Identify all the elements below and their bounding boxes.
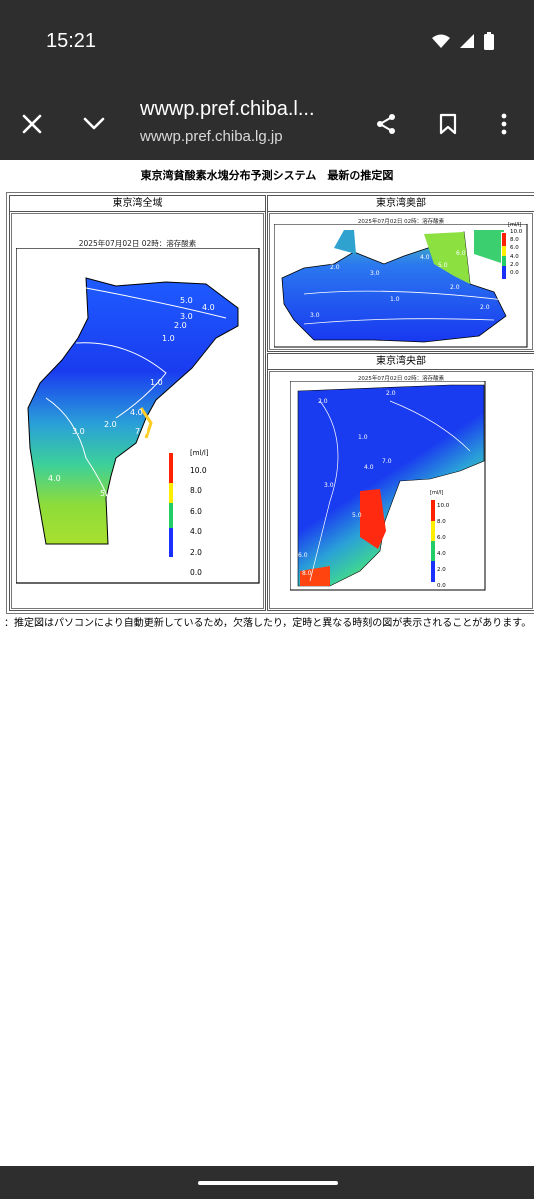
inner-bay-map: 2025年07月02日 02時：溶存酸素 (269, 213, 533, 350)
central-bay-legend-tick: 10.0 (437, 503, 450, 509)
more-vert-icon (501, 113, 507, 135)
browser-toolbar: wwwp.pref.chiba.l... wwwp.pref.chiba.lg.… (0, 88, 534, 160)
contour-label: 4.0 (202, 303, 215, 312)
contour-label: 1.0 (390, 296, 400, 303)
more-options-button[interactable] (486, 106, 522, 142)
contour-label: 2.0 (386, 390, 396, 397)
inner-bay-heading: 東京湾奥部 (268, 196, 534, 212)
contour-label: 1.0 (358, 434, 368, 441)
contour-label: 6.0 (110, 499, 123, 508)
contour-label: 1.0 (162, 334, 175, 343)
whole-bay-panel: 東京湾全域 2025年07月02日 02時：溶存酸素 (9, 195, 266, 611)
bookmark-icon (439, 113, 457, 135)
contour-label: 5.0 (352, 512, 362, 519)
status-time: 15:21 (46, 30, 97, 52)
central-bay-legend: 10.0 8.0 6.0 4.0 2.0 0.0 (437, 498, 449, 594)
contour-label: 4.0 (130, 408, 143, 417)
close-tab-button[interactable] (14, 106, 50, 142)
cell-signal-icon (460, 34, 474, 48)
battery-icon (484, 32, 494, 50)
contour-label: 2.0 (330, 264, 340, 271)
central-bay-map-graphic (290, 381, 486, 591)
whole-bay-map: 2025年07月02日 02時：溶存酸素 (11, 213, 264, 609)
central-bay-heading: 東京湾央部 (268, 354, 534, 370)
contour-label: 2.0 (318, 398, 328, 405)
system-icons (432, 32, 494, 50)
central-bay-legend-tick: 6.0 (437, 535, 446, 541)
whole-bay-legend-tick: 4.0 (190, 527, 202, 537)
contour-label: 4.0 (364, 464, 374, 471)
contour-label: 2.0 (480, 304, 490, 311)
central-bay-legend-tick: 4.0 (437, 551, 446, 557)
central-bay-legend-tick: 2.0 (437, 567, 446, 573)
contour-label: 1.0 (150, 378, 163, 387)
navigation-bar (0, 1166, 534, 1199)
contour-label: 3.0 (370, 270, 380, 277)
page-url-title[interactable]: wwwp.pref.chiba.l... (140, 98, 315, 120)
contour-label: 2.0 (104, 420, 117, 429)
contour-label: 7.0 (382, 458, 392, 465)
status-bar: 15:21 (0, 0, 534, 88)
whole-bay-legend-tick: 8.0 (190, 486, 202, 496)
inner-bay-legend-tick: 6.0 (510, 245, 519, 252)
inner-bay-legend-tick: 10.0 (510, 229, 523, 235)
contour-label: 3.0 (324, 482, 334, 489)
whole-bay-legend: 10.0 8.0 6.0 4.0 2.0 0.0 (190, 461, 207, 583)
whole-bay-timestamp: 2025年07月02日 02時：溶存酸素 (78, 239, 197, 248)
central-bay-legend-tick: 0.0 (437, 583, 446, 589)
contour-label: 5.0 (100, 489, 113, 498)
central-bay-legend-tick: 8.0 (437, 519, 446, 525)
central-bay-map: 2025年07月02日 02時：溶存酸素 (269, 371, 533, 609)
contour-label: 5.0 (438, 262, 448, 269)
contour-label: 3.0 (310, 312, 320, 319)
contour-label: 5.0 (180, 296, 193, 305)
bookmark-button[interactable] (430, 106, 466, 142)
maps-frame: 東京湾全域 2025年07月02日 02時：溶存酸素 (6, 192, 534, 614)
inner-bay-panel: 東京湾奥部 2025年07月02日 02時：溶存酸素 (267, 195, 534, 352)
contour-label: 3.0 (180, 312, 193, 321)
contour-label: 2.0 (174, 321, 187, 330)
whole-bay-legend-tick: 10.0 (190, 466, 207, 475)
whole-bay-heading: 東京湾全域 (10, 196, 265, 212)
page-title: 東京湾貧酸素水塊分布予測システム 最新の推定図 (140, 169, 394, 182)
page-content: 東京湾貧酸素水塊分布予測システム 最新の推定図 東京湾全域 2025年07月02… (0, 160, 534, 1166)
whole-bay-legend-tick: 6.0 (190, 506, 202, 516)
inner-bay-map-graphic (274, 224, 528, 348)
contour-label: 8.0 (302, 570, 312, 577)
central-bay-panel: 東京湾央部 2025年07月02日 02時：溶存酸素 (267, 353, 534, 611)
inner-bay-timestamp: 2025年07月02日 02時：溶存酸素 (357, 219, 445, 225)
share-button[interactable] (368, 106, 404, 142)
minimize-button[interactable] (76, 106, 112, 142)
whole-bay-map-graphic (16, 248, 260, 584)
whole-bay-legend-unit: [ml/l] (190, 449, 209, 457)
central-bay-timestamp: 2025年07月02日 02時：溶存酸素 (357, 376, 445, 382)
contour-label: 7.0 (135, 427, 148, 436)
contour-label: 4.0 (48, 474, 61, 483)
contour-label: 4.0 (420, 254, 430, 261)
wifi-icon (432, 34, 450, 48)
page-url-domain[interactable]: wwwp.pref.chiba.lg.jp (140, 128, 283, 145)
central-bay-legend-unit: [ml/l] (430, 490, 444, 496)
update-note: ：推定図はパソコンにより自動更新しているため，欠落したり，定時と異なる時刻の図が… (4, 618, 532, 629)
whole-bay-legend-tick: 0.0 (190, 568, 202, 578)
inner-bay-legend-tick: 0.0 (510, 270, 519, 277)
contour-label: 6.0 (298, 552, 308, 559)
inner-bay-legend: 10.0 8.0 6.0 4.0 2.0 0.0 (510, 228, 522, 277)
inner-bay-legend-unit: [ml/l] (508, 222, 522, 228)
close-icon (22, 114, 42, 134)
whole-bay-legend-tick: 2.0 (190, 547, 202, 557)
contour-label: 3.0 (72, 427, 85, 436)
home-gesture-handle[interactable] (198, 1181, 338, 1185)
inner-bay-legend-tick: 8.0 (510, 237, 519, 244)
inner-bay-legend-tick: 2.0 (510, 261, 519, 268)
inner-bay-legend-tick: 4.0 (510, 253, 519, 260)
contour-label: 6.0 (456, 250, 466, 257)
chevron-down-icon (83, 117, 105, 130)
share-icon (377, 114, 395, 134)
contour-label: 2.0 (450, 284, 460, 291)
